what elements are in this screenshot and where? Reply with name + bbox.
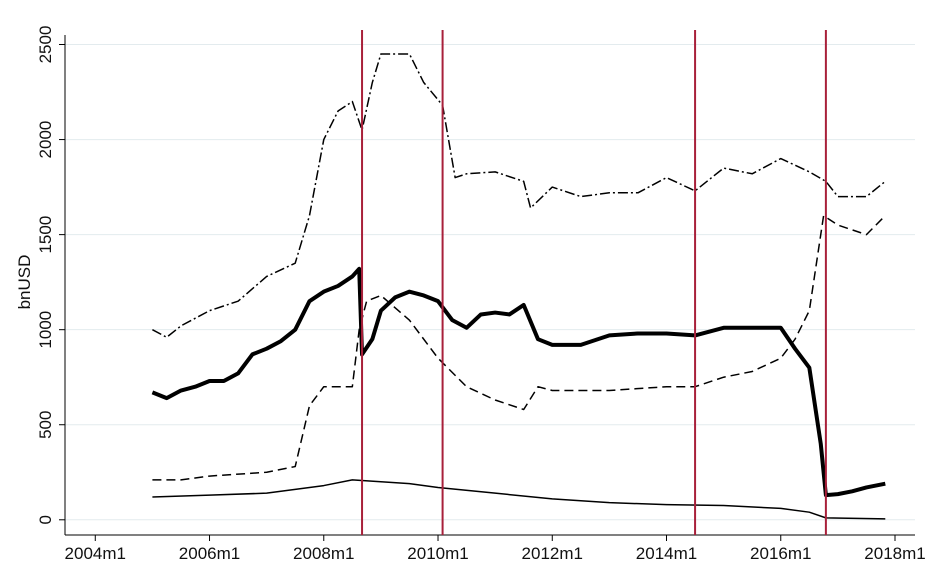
series-line bbox=[152, 53, 886, 339]
y-tick-label: 2500 bbox=[36, 26, 55, 64]
y-tick-label: 500 bbox=[36, 411, 55, 439]
series-line bbox=[152, 479, 886, 520]
x-tick-label: 2006m1 bbox=[179, 544, 240, 563]
series-line bbox=[152, 214, 886, 481]
y-axis-label: bnUSD bbox=[15, 255, 34, 310]
x-tick-label: 2010m1 bbox=[407, 544, 468, 563]
x-tick-label: 2014m1 bbox=[636, 544, 697, 563]
y-tick-label: 1000 bbox=[36, 311, 55, 349]
y-tick-label: 2000 bbox=[36, 121, 55, 159]
x-tick-label: 2004m1 bbox=[65, 544, 126, 563]
y-tick-label: 0 bbox=[36, 515, 55, 524]
x-tick-label: 2016m1 bbox=[750, 544, 811, 563]
x-tick-label: 2008m1 bbox=[293, 544, 354, 563]
y-tick-label: 1500 bbox=[36, 216, 55, 254]
series-line bbox=[151, 266, 886, 498]
x-tick-label: 2012m1 bbox=[522, 544, 583, 563]
x-tick-label: 2018m1 bbox=[864, 544, 925, 563]
